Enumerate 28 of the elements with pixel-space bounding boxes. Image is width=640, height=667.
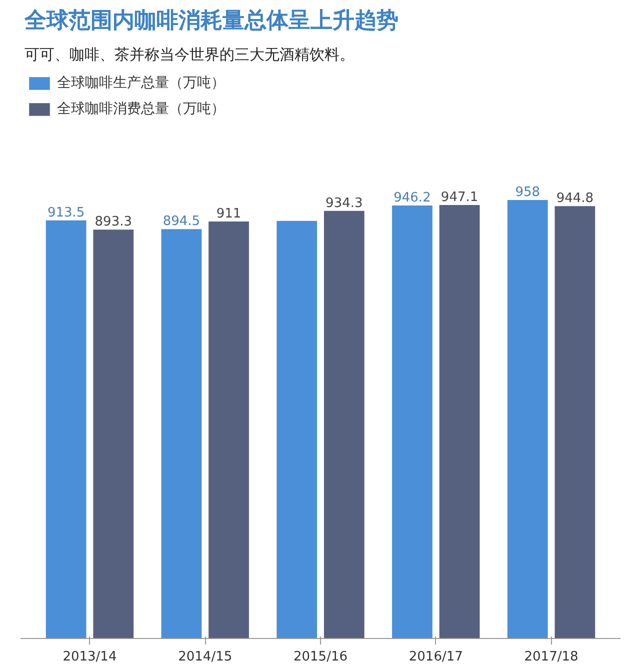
data-label: 893.3 bbox=[94, 214, 132, 230]
bar bbox=[93, 230, 134, 638]
data-label: 913.5 bbox=[47, 205, 85, 220]
x-tick-label: 2015/16 bbox=[293, 650, 348, 664]
x-tick-label: 2016/17 bbox=[408, 650, 463, 664]
chart-subtitle: 可可、咖啡、茶并称当今世界的三大无酒精饮料。 bbox=[24, 46, 354, 64]
bar bbox=[276, 220, 318, 638]
bar bbox=[208, 222, 249, 638]
legend-label: 全球咖啡生产总量（万吨） bbox=[57, 74, 225, 92]
bar bbox=[554, 206, 596, 638]
data-label: 946.2 bbox=[394, 190, 431, 206]
bar bbox=[161, 229, 202, 638]
bar bbox=[46, 220, 86, 638]
bar bbox=[324, 210, 364, 638]
x-tick-label: 2013/14 bbox=[62, 650, 117, 664]
bar bbox=[507, 200, 548, 638]
data-label: 944.8 bbox=[556, 191, 594, 206]
legend-label: 全球咖啡消费总量（万吨） bbox=[57, 100, 225, 118]
bar bbox=[439, 205, 480, 638]
data-label: 958 bbox=[515, 185, 540, 200]
chart-title: 全球范围内咖啡消耗量总体呈上升趋势 bbox=[24, 8, 398, 34]
bar bbox=[392, 205, 432, 638]
x-tick-label: 2014/15 bbox=[178, 650, 232, 664]
x-tick-label: 2017/18 bbox=[524, 650, 578, 664]
data-label: 911 bbox=[216, 206, 242, 222]
data-label: 934.3 bbox=[326, 196, 363, 211]
data-label: 894.5 bbox=[162, 214, 200, 230]
data-label: 947.1 bbox=[440, 190, 478, 206]
